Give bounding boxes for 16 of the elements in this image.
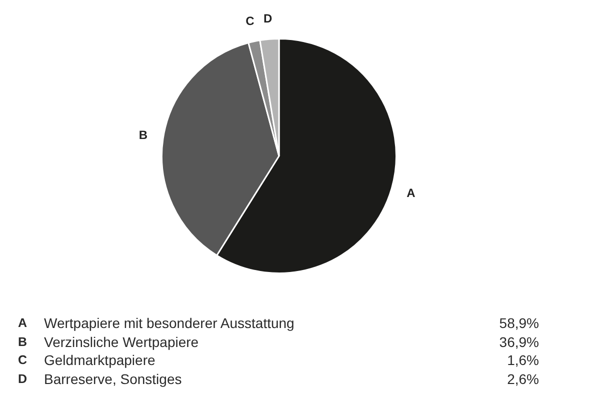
text: 2,6%	[507, 371, 539, 388]
slice-label: A	[406, 186, 416, 200]
text: Wertpapiere mit besonderer Ausstattung	[44, 315, 296, 332]
category-label: D	[18, 372, 28, 386]
category-label: A	[18, 316, 28, 330]
slice-label: B	[138, 128, 148, 142]
text: Barreserve, Sonstiges	[44, 371, 183, 388]
category-label: B	[18, 334, 28, 349]
text: Geldmarktpapiere	[44, 352, 156, 368]
slice-label: C	[246, 14, 255, 28]
slice-label: D	[263, 12, 272, 26]
text: 36,9%	[499, 334, 539, 350]
text: 1,6%	[507, 352, 539, 368]
text: Verzinsliche Wertpapiere	[44, 334, 200, 350]
category-label: C	[18, 353, 28, 368]
text: 58,9%	[499, 315, 539, 332]
